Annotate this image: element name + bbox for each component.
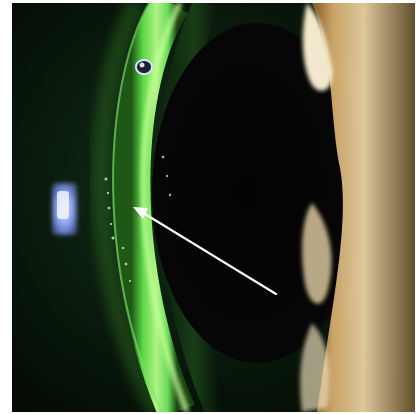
annotation-arrow [133, 207, 278, 296]
eye-photograph [12, 3, 415, 412]
air-bubble-highlight [139, 62, 145, 68]
top-right-specular [302, 3, 333, 91]
eye-photo-svg [12, 3, 415, 412]
arrow-head [133, 207, 148, 219]
lower-right-reflection [302, 203, 332, 304]
arrow-shaft [143, 212, 278, 296]
outer-halo-arc [91, 3, 166, 412]
lens-highlight [140, 3, 190, 412]
iris-warm-region [312, 3, 415, 412]
air-bubble [135, 59, 153, 75]
particle-speckles [104, 155, 172, 283]
lens-edge-band [112, 3, 195, 412]
lens-outer-edge-line [112, 3, 163, 412]
blue-reflection-core [57, 191, 69, 219]
bottom-right-reflection [300, 323, 330, 412]
